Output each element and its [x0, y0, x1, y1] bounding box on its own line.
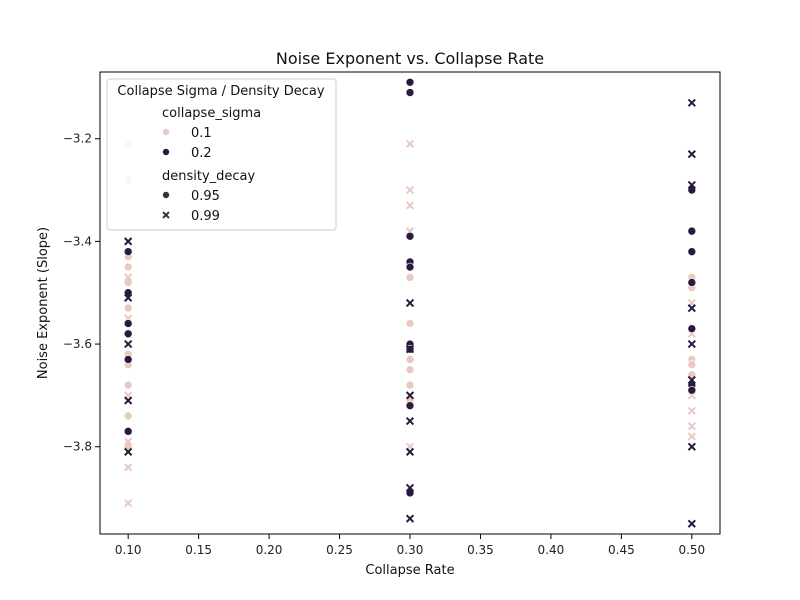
- legend: Collapse Sigma / Density Decay collapse_…: [106, 78, 337, 231]
- data-point: [124, 339, 133, 349]
- data-point: [687, 339, 696, 349]
- data-point: [405, 401, 415, 410]
- data-point: [687, 98, 696, 107]
- y-tick-label: −3.8: [63, 440, 92, 454]
- data-point: [405, 88, 415, 97]
- data-point: [405, 380, 415, 390]
- legend-hue-title: collapse_sigma: [162, 106, 261, 121]
- x-tick-label: 0.50: [678, 543, 705, 557]
- data-point: [124, 463, 133, 472]
- data-point: [123, 303, 133, 313]
- data-point: [405, 139, 415, 148]
- data-point: [687, 385, 697, 395]
- legend-style-label: 0.95: [191, 189, 220, 204]
- x-tick-label: 0.20: [256, 543, 283, 557]
- legend-hue-label: 0.1: [191, 126, 212, 141]
- legend-hue-items: 0.10.2: [162, 126, 212, 161]
- data-point: [687, 422, 696, 431]
- chart-title: Noise Exponent vs. Collapse Rate: [276, 49, 544, 68]
- data-point: [687, 375, 696, 385]
- data-point: [123, 380, 133, 390]
- data-point: [687, 406, 696, 415]
- data-point: [687, 150, 696, 159]
- data-point: [687, 442, 696, 451]
- legend-box: [106, 78, 337, 231]
- data-point: [405, 77, 415, 87]
- x-axis-label: Collapse Rate: [365, 563, 454, 578]
- data-point: [687, 180, 696, 190]
- data-point: [687, 226, 697, 236]
- data-point: [687, 324, 697, 333]
- data-point: [123, 355, 133, 364]
- data-point: [123, 262, 133, 272]
- data-point: [405, 345, 415, 354]
- x-tick-label: 0.40: [538, 543, 565, 557]
- legend-style-title: density_decay: [162, 169, 256, 184]
- data-point: [405, 391, 415, 400]
- data-point: [123, 411, 133, 421]
- y-axis-label: Noise Exponent (Slope): [36, 227, 51, 379]
- x-tick-label: 0.45: [608, 543, 635, 557]
- data-point: [124, 237, 133, 246]
- y-tick-label: −3.6: [63, 337, 92, 351]
- data-point: [405, 355, 415, 364]
- data-point: [405, 365, 415, 375]
- x-tick-label: 0.15: [185, 543, 212, 557]
- data-point: [687, 247, 697, 256]
- data-point: [123, 329, 133, 339]
- x-tick-label: 0.10: [115, 543, 142, 557]
- data-point: [124, 396, 133, 405]
- legend-style-swatch: [162, 191, 170, 199]
- legend-style-label: 0.99: [191, 209, 220, 224]
- y-tick-label: −3.4: [63, 234, 92, 248]
- data-point: [405, 514, 415, 523]
- legend-hue-swatch: [162, 148, 170, 156]
- data-point: [124, 437, 133, 446]
- data-point: [687, 278, 697, 287]
- legend-style-swatch: [162, 211, 170, 219]
- plot-area: [99, 71, 721, 535]
- data-point: [405, 273, 415, 282]
- data-point: [687, 360, 697, 369]
- data-point: [687, 304, 696, 313]
- data-point: [405, 201, 415, 210]
- data-point: [123, 247, 133, 256]
- y-tick-label: −3.2: [63, 132, 92, 146]
- data-point: [687, 519, 696, 528]
- data-points: [123, 77, 697, 528]
- data-point: [124, 293, 133, 302]
- legend-hue-swatch: [162, 128, 170, 136]
- data-point: [124, 273, 133, 282]
- data-point: [405, 319, 415, 328]
- legend-title: Collapse Sigma / Density Decay: [117, 84, 324, 99]
- legend-hue-label: 0.2: [191, 146, 212, 161]
- data-point: [124, 447, 133, 456]
- legend-style-items: 0.95 0.99: [162, 189, 220, 224]
- data-point: [687, 432, 696, 441]
- data-point: [123, 427, 133, 436]
- data-point: [405, 231, 415, 241]
- data-point: [405, 262, 415, 272]
- data-point: [405, 416, 415, 426]
- data-point: [123, 319, 133, 328]
- y-axis: −3.2 −3.4 −3.6 −3.8: [63, 132, 100, 454]
- x-tick-label: 0.35: [467, 543, 494, 557]
- x-tick-label: 0.25: [326, 543, 353, 557]
- x-axis: 0.10 0.15 0.20 0.25 0.30 0.35 0.40 0.45 0.50: [115, 534, 705, 557]
- data-point: [405, 483, 415, 492]
- data-point: [405, 185, 415, 195]
- x-tick-label: 0.30: [397, 543, 424, 557]
- data-point: [405, 447, 415, 456]
- data-point: [405, 298, 415, 308]
- data-point: [124, 499, 133, 508]
